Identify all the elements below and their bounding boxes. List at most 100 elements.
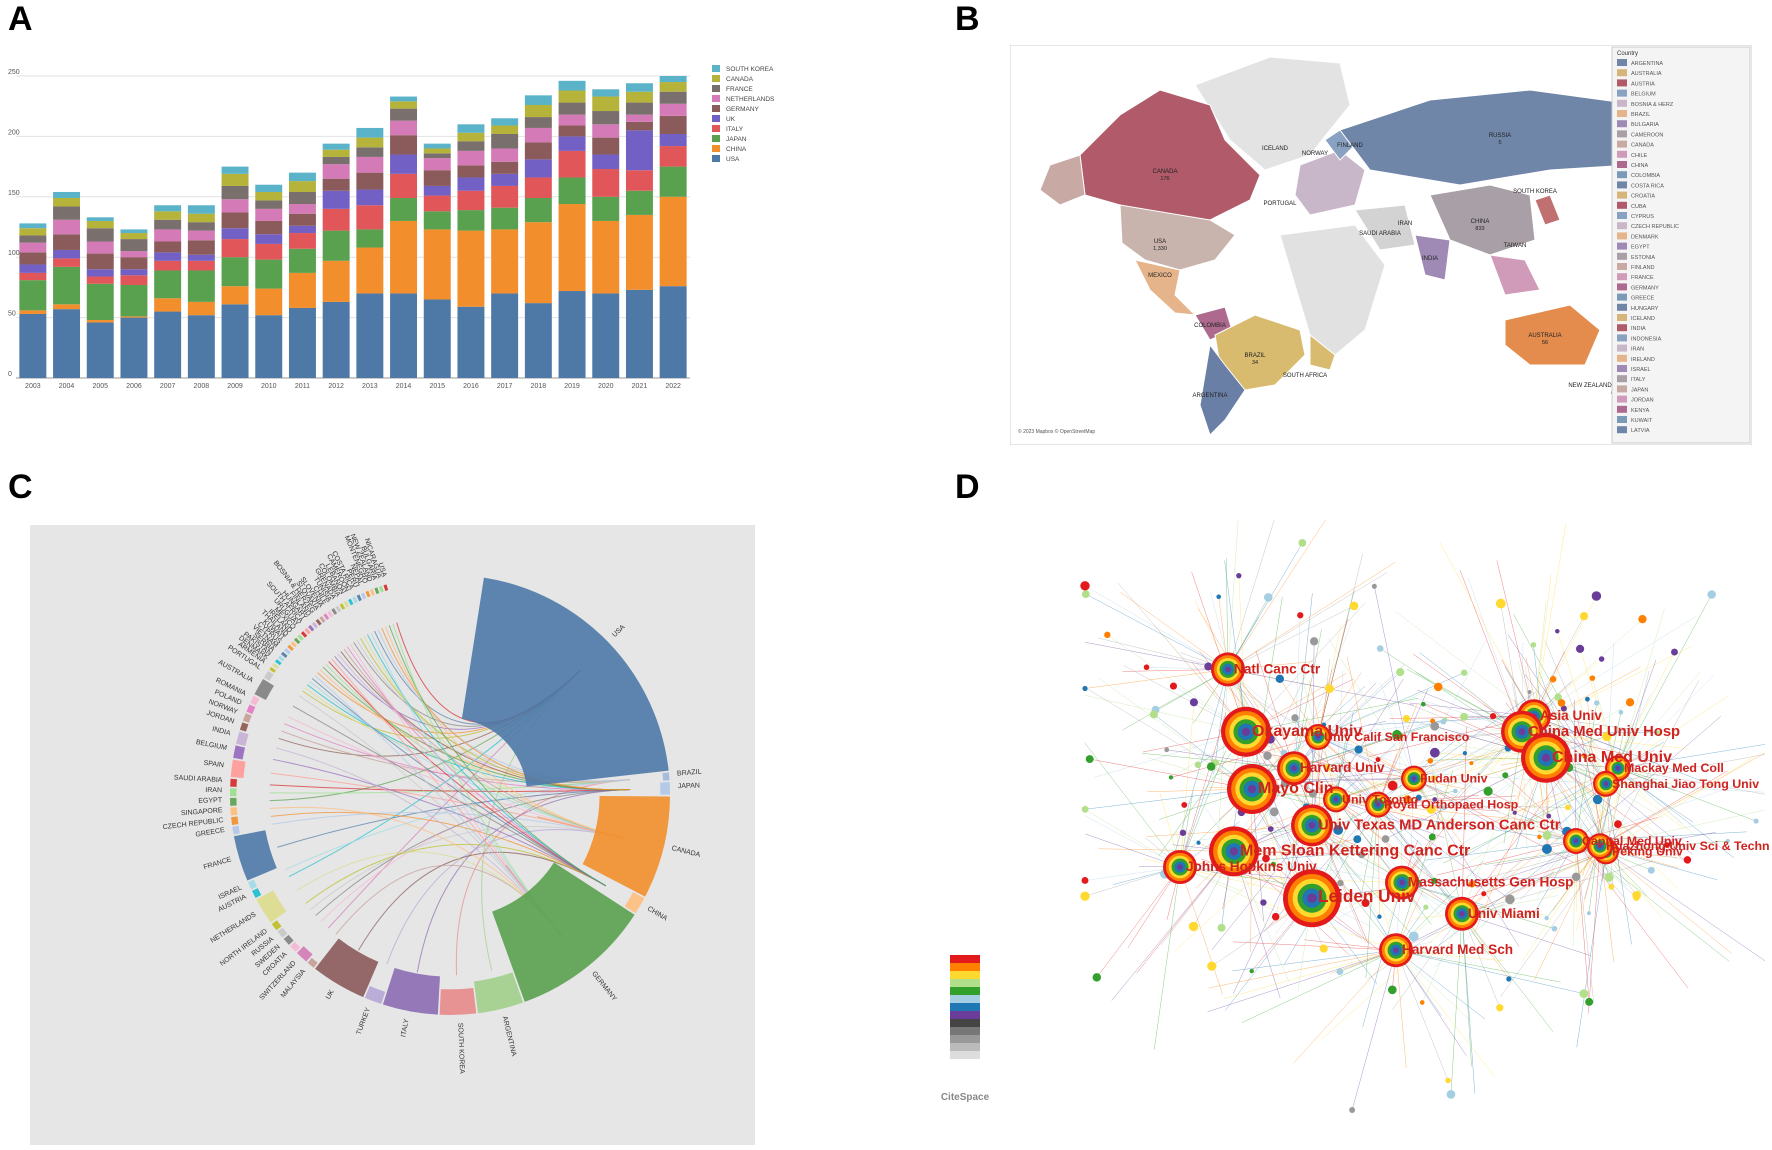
bar-china [187, 301, 215, 316]
network-minor-node [1505, 894, 1515, 905]
map-value: 833 [1475, 226, 1484, 232]
network-edge [1395, 950, 1407, 1068]
bar-japan [558, 177, 586, 205]
network-edge [1293, 721, 1444, 769]
network-edge [1557, 631, 1607, 784]
network-minor-node [1353, 835, 1362, 844]
y-tick-label: 200 [8, 129, 20, 136]
network-node-label: Royal Orthopaed Hosp [1384, 798, 1519, 812]
network-edge [1419, 652, 1523, 732]
network-edge [1480, 783, 1607, 929]
bar-germany [592, 137, 620, 155]
network-edge [1413, 691, 1537, 779]
bar-germany [154, 241, 182, 253]
network-node-ring [1541, 753, 1551, 762]
network-minor-node [1527, 689, 1532, 695]
bar-uk [120, 269, 148, 276]
network-edge [1617, 767, 1757, 822]
x-tick-label: 2015 [429, 383, 445, 390]
network-edge [1421, 783, 1577, 842]
bar-netherlands [356, 156, 384, 173]
bar-south-korea [19, 223, 47, 229]
network-edge [1097, 677, 1253, 790]
map-legend-label: CANADA [1631, 143, 1654, 149]
network-minor-node [1512, 810, 1517, 815]
bar-germany [491, 161, 519, 174]
citespace-scale-cell [950, 1019, 980, 1027]
network-edge [1617, 608, 1665, 769]
network-minor-node [1375, 757, 1381, 763]
network-edge [1599, 846, 1614, 963]
network-edge [1377, 703, 1418, 805]
map-legend-swatch [1617, 212, 1627, 219]
x-tick-label: 2021 [632, 383, 648, 390]
bar-canada [491, 125, 519, 134]
network-edge [1533, 602, 1547, 717]
network-node-ring [1247, 784, 1257, 794]
bar-china [457, 230, 485, 307]
bar-france [524, 117, 552, 128]
bar-china [53, 304, 81, 310]
bar-china [221, 286, 249, 305]
network-minor-node [1181, 801, 1188, 808]
map-legend-swatch [1617, 181, 1627, 189]
bar-france [255, 200, 283, 209]
network-edge [1224, 560, 1247, 732]
chord-label: SINGAPORE [181, 807, 223, 817]
legend-swatch [712, 85, 720, 92]
bar-usa [558, 291, 586, 378]
map-legend-box [1611, 46, 1751, 444]
network-minor-node [1440, 718, 1447, 725]
bar-uk [558, 136, 586, 151]
network-edge [1575, 840, 1595, 1004]
bar-germany [86, 253, 114, 270]
citespace-scale-cell [950, 987, 980, 995]
bar-usa [221, 304, 249, 378]
network-edge [1617, 768, 1698, 838]
bar-germany [423, 170, 451, 186]
bar-italy [187, 260, 215, 271]
chord-arc-usa [461, 577, 669, 787]
network-minor-node [1189, 698, 1199, 707]
map-region-canada [1079, 89, 1261, 221]
bar-france [19, 235, 47, 243]
citespace-scale-cell [950, 971, 980, 979]
network-minor-node [1430, 775, 1437, 781]
network-node-label: Mackay Med Coll [1624, 761, 1724, 775]
legend-swatch [712, 105, 720, 112]
network-edge [1377, 804, 1541, 823]
network-minor-node [1325, 684, 1334, 694]
bar-south-korea [288, 172, 316, 182]
chord-arc-thailand [290, 641, 298, 648]
bar-japan [659, 166, 687, 197]
network-nodes [1080, 538, 1759, 1113]
legend-swatch [712, 75, 720, 82]
map-region-greenland [1194, 56, 1351, 171]
chord-ribbon [455, 779, 630, 976]
network-minor-node [1168, 775, 1174, 780]
chord-arc-cameroon [348, 598, 354, 606]
map-region-africa [1279, 224, 1386, 356]
network-minor-node [1428, 833, 1436, 841]
bar-canada [356, 137, 384, 148]
bar-china [592, 220, 620, 294]
network-minor-node [1591, 591, 1602, 601]
map-legend-swatch [1617, 263, 1627, 270]
world-map-panel: CANADA 176 USA 1,330 RUSSIA 5 BRAZIL 34 ARGENTIN… [1009, 44, 1753, 446]
network-node-label: Johns Hopkins Univ [1186, 859, 1317, 874]
network-edge [1158, 731, 1247, 856]
network-minor-node [1565, 804, 1571, 811]
bar-canada [187, 213, 215, 223]
network-node-label: Peking Univ [1612, 844, 1683, 858]
map-legend-label: JORDAN [1631, 398, 1654, 404]
network-node-label: Univ Calif San Francisco [1324, 730, 1470, 744]
bar-south-korea [390, 96, 418, 102]
bar-germany [356, 172, 384, 190]
bar-netherlands [187, 230, 215, 241]
legend-label: SOUTH KOREA [726, 66, 774, 73]
network-minor-node [1196, 840, 1201, 845]
map-legend-swatch [1617, 89, 1627, 97]
network-edge [1577, 719, 1607, 852]
map-label: SAUDI ARABIA [1359, 231, 1401, 237]
map-legend-swatch [1617, 242, 1627, 250]
